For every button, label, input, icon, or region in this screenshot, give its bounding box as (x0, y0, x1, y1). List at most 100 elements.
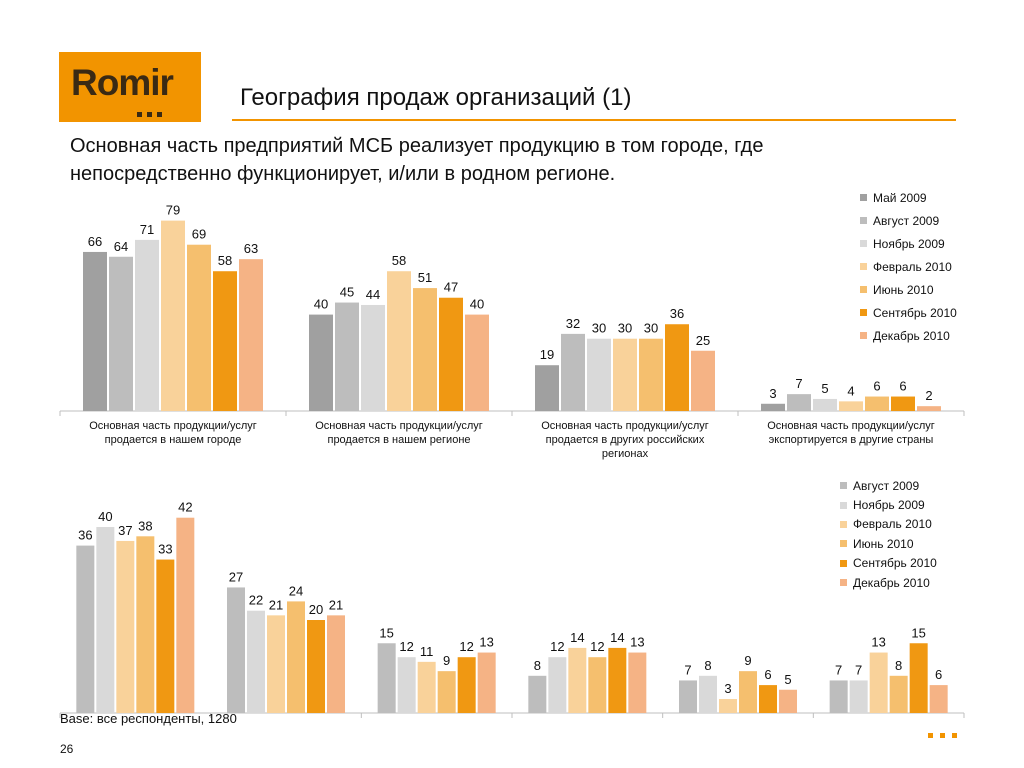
bar (136, 536, 155, 713)
data-label: 2 (925, 388, 932, 403)
data-label: 12 (399, 639, 413, 654)
bar (869, 652, 888, 713)
page-title: География продаж организаций (1) (240, 84, 632, 111)
data-label: 24 (289, 583, 303, 598)
legend-swatch (860, 217, 867, 224)
data-label: 14 (610, 630, 624, 645)
bar (719, 699, 737, 713)
legend-swatch (840, 501, 847, 509)
data-label: 63 (244, 241, 258, 256)
legend-label: Сентябрь 2010 (853, 556, 937, 571)
data-label: 13 (630, 635, 644, 650)
bar (865, 396, 889, 411)
legend-swatch (860, 309, 867, 316)
bar (587, 338, 611, 411)
bar (96, 527, 115, 713)
bar (929, 685, 948, 713)
data-label: 6 (935, 667, 942, 682)
category-label: Основная часть продукции/услуг (541, 420, 709, 432)
bar (528, 675, 547, 713)
legend-label: Июнь 2010 (853, 536, 914, 551)
legend-item: Сентябрь 2010 (840, 554, 937, 573)
bar (327, 615, 345, 713)
data-label: 8 (534, 658, 541, 673)
romir-logo: Romir (59, 52, 201, 122)
data-label: 21 (329, 597, 343, 612)
legend-label: Май 2009 (873, 190, 927, 205)
legend-item: Сентябрь 2010 (860, 301, 957, 324)
data-label: 33 (158, 542, 172, 557)
data-label: 40 (98, 509, 112, 524)
bar (83, 251, 107, 411)
data-label: 64 (114, 239, 128, 254)
legend-item: Декабрь 2010 (840, 573, 937, 592)
legend-chart-2: Август 2009 Ноябрь 2009 Февраль 2010 Июнь 2… (840, 476, 937, 592)
bar (161, 220, 185, 411)
data-label: 42 (178, 500, 192, 515)
data-label: 40 (314, 297, 328, 312)
data-label: 47 (444, 280, 458, 295)
bar (839, 401, 863, 411)
data-label: 12 (459, 639, 473, 654)
data-label: 37 (118, 523, 132, 538)
legend-swatch (840, 579, 847, 587)
category-label: Основная часть продукции/услуг (315, 420, 483, 432)
data-label: 5 (821, 381, 828, 396)
data-label: 40 (470, 297, 484, 312)
legend-swatch (840, 520, 847, 528)
data-label: 22 (249, 593, 263, 608)
legend-item: Июнь 2010 (860, 278, 957, 301)
bar (267, 615, 285, 713)
legend-item: Декабрь 2010 (860, 324, 957, 347)
legend-chart-1: Май 2009 Август 2009 Ноябрь 2009 Февраль 20… (860, 186, 957, 347)
legend-swatch (860, 263, 867, 270)
bar (561, 333, 585, 411)
data-label: 44 (366, 287, 380, 302)
legend-swatch (860, 240, 867, 247)
bar (568, 647, 587, 713)
data-label: 6 (873, 379, 880, 394)
data-label: 8 (704, 658, 711, 673)
data-label: 7 (795, 376, 802, 391)
bar (227, 587, 245, 713)
base-note: Base: все респонденты, 1280 (60, 711, 237, 726)
data-label: 30 (592, 321, 606, 336)
data-label: 3 (724, 681, 731, 696)
data-label: 9 (744, 653, 751, 668)
bar (665, 324, 689, 411)
legend-swatch (840, 559, 847, 567)
bar (439, 297, 463, 411)
bar (417, 661, 436, 713)
legend-label: Август 2009 (853, 478, 920, 493)
bar (413, 288, 437, 411)
bar (639, 338, 663, 411)
data-label: 13 (871, 635, 885, 650)
data-label: 21 (269, 597, 283, 612)
bar (787, 394, 811, 411)
page-subtitle: Основная часть предприятий МСБ реализует… (70, 135, 764, 185)
bar (917, 406, 941, 411)
legend-label: Февраль 2010 (873, 259, 952, 274)
legend-swatch (860, 194, 867, 201)
bar (849, 680, 868, 713)
data-label: 51 (418, 270, 432, 285)
data-label: 12 (550, 639, 564, 654)
bar (613, 338, 637, 411)
data-label: 14 (570, 630, 584, 645)
bar (457, 657, 476, 713)
data-label: 9 (443, 653, 450, 668)
bar (699, 675, 717, 713)
bar (535, 365, 559, 411)
legend-swatch (860, 332, 867, 339)
page-number: 26 (60, 742, 74, 756)
data-label: 58 (218, 253, 232, 268)
data-label: 7 (684, 662, 691, 677)
data-label: 25 (696, 333, 710, 348)
bar (287, 601, 305, 713)
bar (813, 398, 837, 411)
logo-text: Romir (71, 62, 174, 103)
bar (891, 396, 915, 411)
bar (477, 652, 496, 713)
